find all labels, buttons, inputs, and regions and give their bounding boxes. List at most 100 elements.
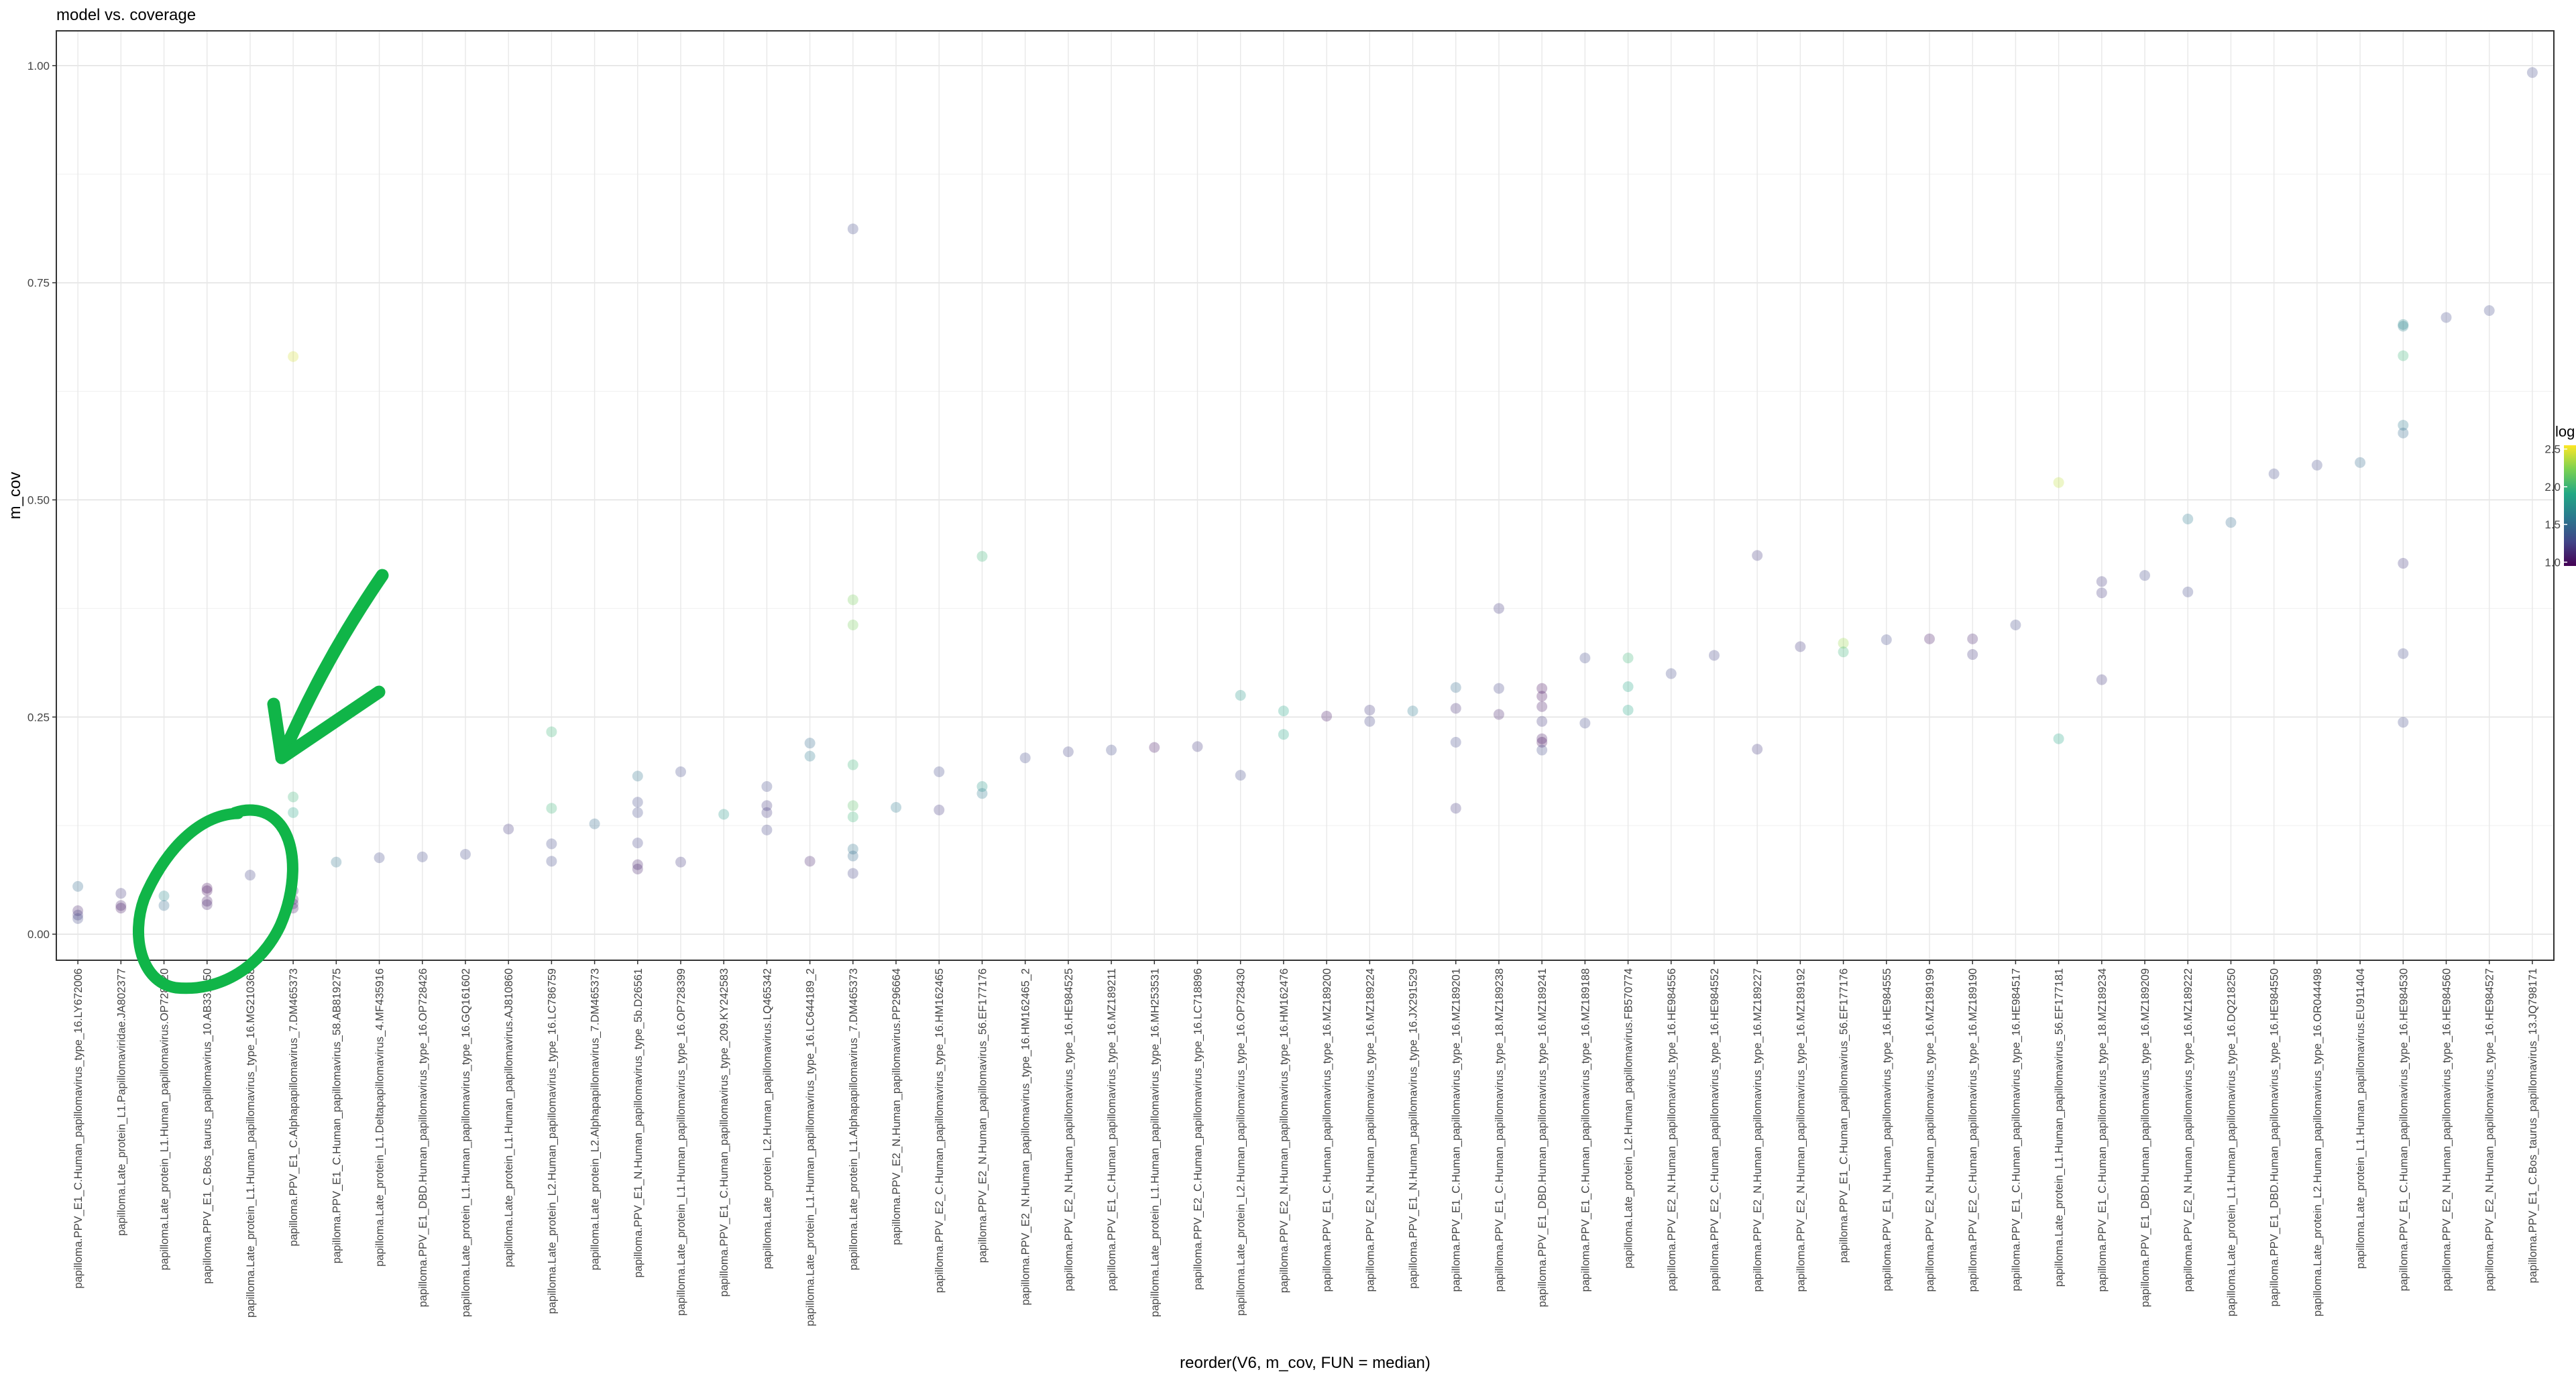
- data-point: [1536, 701, 1548, 712]
- data-point: [1278, 729, 1289, 740]
- data-point: [201, 885, 213, 897]
- x-tick-label: papilloma.PPV_E2_N.Human_papillomavirus_…: [1752, 968, 1764, 1291]
- x-tick-label: papilloma.PPV_E1_DBD.Human_papillomaviru…: [2269, 968, 2281, 1306]
- data-point: [847, 811, 858, 823]
- data-point: [1493, 603, 1504, 614]
- x-tick-label: papilloma.Late_protein_L1.Alphapapilloma…: [848, 968, 860, 1270]
- data-point: [1622, 652, 1634, 664]
- data-point: [2182, 513, 2194, 524]
- data-point: [1536, 744, 1548, 756]
- data-point: [976, 788, 988, 799]
- legend-tick-label: 1.5: [2544, 518, 2561, 531]
- y-tick-label: 1.00: [27, 60, 50, 72]
- data-point: [2441, 312, 2452, 323]
- data-point: [1235, 770, 1246, 781]
- data-point: [1364, 704, 1376, 715]
- x-tick-label: papilloma.PPV_E2_N.Human_papillomavirus.…: [891, 968, 903, 1245]
- data-point: [847, 868, 858, 879]
- color-legend: log10(e_score) 1.0 1.5 2.0 2.5: [2544, 423, 2576, 569]
- x-tick-label: papilloma.Late_protein_L1.Human_papillom…: [675, 968, 687, 1316]
- data-point: [761, 807, 773, 818]
- data-point: [546, 838, 557, 850]
- data-point: [1493, 709, 1504, 720]
- data-point: [546, 803, 557, 814]
- data-point: [1924, 633, 1935, 644]
- x-tick-label: papilloma.PPV_E1_C.Human_papillomavirus_…: [1838, 968, 1850, 1263]
- x-tick-label: papilloma.PPV_E2_N.Human_papillomavirus_…: [2441, 968, 2453, 1291]
- data-point: [1536, 691, 1548, 702]
- data-point: [1967, 633, 1978, 644]
- data-point: [976, 551, 988, 562]
- data-point: [1321, 711, 1333, 722]
- y-axis: 0.00 0.25 0.50 0.75 1.00: [27, 60, 56, 941]
- x-tick-label: papilloma.PPV_E2_N.Human_papillomavirus_…: [1924, 968, 1936, 1291]
- x-tick-label: papilloma.PPV_E1_DBD.Human_papillomaviru…: [2139, 968, 2151, 1307]
- x-tick-label: papilloma.PPV_E1_N.Human_papillomavirus_…: [1408, 968, 1420, 1289]
- data-point: [158, 900, 170, 911]
- data-point: [2225, 517, 2237, 528]
- data-points: [72, 67, 2538, 924]
- data-point: [72, 905, 84, 917]
- data-point: [2096, 587, 2107, 599]
- x-tick-label: papilloma.PPV_E1_C.Human_papillomavirus_…: [1106, 968, 1118, 1291]
- data-point: [115, 903, 127, 914]
- data-point: [416, 851, 428, 862]
- data-point: [632, 807, 643, 818]
- data-point: [804, 738, 816, 749]
- data-point: [632, 863, 643, 874]
- y-tick-label: 0.75: [27, 277, 50, 290]
- data-point: [847, 759, 858, 770]
- data-point: [201, 895, 213, 907]
- x-tick-label: papilloma.PPV_E1_N.Human_papillomavirus_…: [632, 968, 645, 1277]
- x-tick-label: papilloma.PPV_E2_N.Human_papillomavirus_…: [1020, 968, 1032, 1306]
- x-tick-label: papilloma.PPV_E1_C.Alphapapillomavirus_7…: [288, 968, 300, 1247]
- data-point: [288, 791, 299, 803]
- x-tick-label: papilloma.PPV_E2_N.Human_papillomavirus_…: [1666, 968, 1678, 1291]
- data-point: [2398, 420, 2409, 431]
- x-tick-label: papilloma.Late_protein_L1.Deltapapilloma…: [374, 968, 386, 1267]
- data-point: [244, 870, 256, 881]
- data-point: [1019, 752, 1031, 764]
- data-point: [2096, 674, 2107, 685]
- legend-tick-label: 2.0: [2544, 481, 2561, 494]
- data-point: [2526, 67, 2538, 78]
- data-point: [2398, 350, 2409, 361]
- data-point: [503, 823, 514, 835]
- x-tick-label: papilloma.PPV_E1_N.Human_papillomavirus_…: [1881, 968, 1893, 1291]
- x-axis: papilloma.PPV_E1_C.Human_papillomavirus_…: [72, 960, 2539, 1326]
- x-tick-label: papilloma.Late_protein_L1.Human_papillom…: [460, 968, 472, 1317]
- data-point: [2398, 319, 2409, 330]
- data-point: [761, 824, 773, 836]
- data-point: [1838, 638, 1849, 649]
- data-point: [804, 750, 816, 762]
- x-tick-label: papilloma.Late_protein_L1.Human_papillom…: [159, 968, 171, 1270]
- data-point: [976, 781, 988, 792]
- data-point: [1407, 705, 1418, 717]
- data-point: [2483, 305, 2495, 317]
- data-point: [1450, 736, 1461, 748]
- data-point: [115, 900, 127, 911]
- x-tick-label: papilloma.PPV_E2_N.Human_papillomavirus_…: [976, 968, 989, 1263]
- data-point: [2398, 648, 2409, 659]
- x-tick-label: papilloma.PPV_E2_N.Human_papillomavirus_…: [1795, 968, 1807, 1291]
- data-point: [632, 838, 643, 849]
- data-point: [2096, 576, 2107, 587]
- x-tick-label: papilloma.PPV_E1_C.Human_papillomavirus_…: [2010, 968, 2022, 1291]
- x-axis-title: reorder(V6, m_cov, FUN = median): [1180, 1354, 1431, 1372]
- data-point: [374, 852, 385, 864]
- data-point: [1450, 682, 1461, 693]
- data-point: [1708, 650, 1720, 661]
- annotation-circle: [132, 804, 298, 994]
- x-tick-label: papilloma.PPV_E1_C.Human_papillomavirus_…: [331, 968, 343, 1263]
- x-tick-label: papilloma.PPV_E1_C.Human_papillomavirus_…: [1321, 968, 1333, 1291]
- data-point: [288, 807, 299, 818]
- data-point: [934, 804, 945, 815]
- x-tick-label: papilloma.PPV_E2_C.Human_papillomavirus_…: [1709, 968, 1721, 1291]
- data-point: [2010, 620, 2021, 631]
- data-point: [1795, 641, 1806, 652]
- data-point: [201, 899, 213, 911]
- x-tick-label: papilloma.PPV_E1_DBD.Human_papillomaviru…: [1536, 968, 1549, 1307]
- x-tick-label: papilloma.Late_protein_L2.Human_papillom…: [1623, 968, 1635, 1269]
- x-tick-label: papilloma.PPV_E1_C.Human_papillomavirus_…: [718, 968, 730, 1297]
